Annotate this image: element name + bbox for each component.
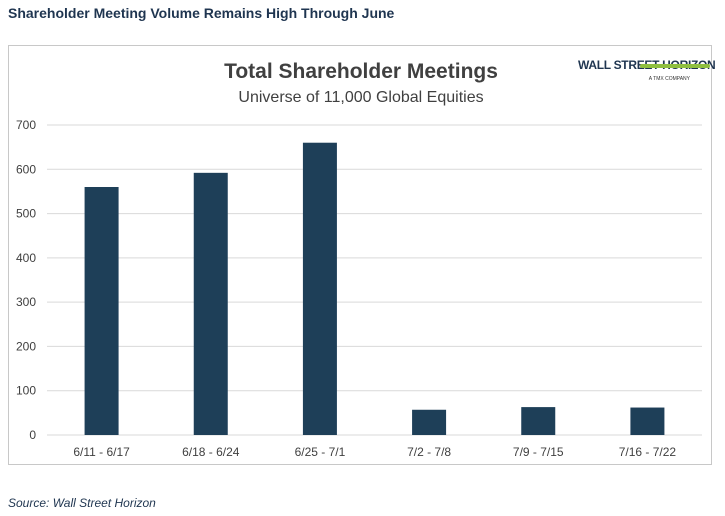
bar <box>521 407 556 435</box>
y-tick-label: 100 <box>16 384 36 398</box>
y-axis-ticks: 0 100 200 300 400 500 600 700 <box>16 118 36 442</box>
y-tick-label: 400 <box>16 251 36 265</box>
y-tick-label: 700 <box>16 118 36 132</box>
bars <box>84 142 665 436</box>
x-tick-label: 7/2 - 7/8 <box>407 445 451 459</box>
x-tick-label: 6/18 - 6/24 <box>182 445 240 459</box>
logo-swoosh <box>640 64 710 68</box>
gridlines <box>47 124 702 436</box>
y-tick-label: 0 <box>29 428 36 442</box>
x-tick-label: 7/16 - 7/22 <box>619 445 677 459</box>
x-axis-ticks: 6/11 - 6/17 6/18 - 6/24 6/25 - 7/1 7/2 - 7/… <box>73 445 676 459</box>
x-tick-label: 6/11 - 6/17 <box>73 445 130 459</box>
y-tick-label: 300 <box>16 295 36 309</box>
x-tick-label: 7/9 - 7/15 <box>513 445 564 459</box>
chart-subtitle: Universe of 11,000 Global Equities <box>238 89 484 106</box>
page-heading: Shareholder Meeting Volume Remains High … <box>8 5 395 21</box>
source-note: Source: Wall Street Horizon <box>8 496 156 510</box>
wall-street-horizon-logo: WALL STREET HORIZON A TMX COMPANY <box>578 58 716 90</box>
logo-subtext: A TMX COMPANY <box>648 76 690 82</box>
bar <box>193 172 228 436</box>
x-tick-label: 6/25 - 7/1 <box>295 445 346 459</box>
y-tick-label: 200 <box>16 339 36 353</box>
bar <box>84 187 119 435</box>
chart-frame <box>8 45 712 465</box>
bar <box>630 407 665 435</box>
y-tick-label: 500 <box>16 207 36 221</box>
y-tick-label: 600 <box>16 162 36 176</box>
bar <box>302 142 337 435</box>
bar <box>412 409 447 435</box>
chart-title: Total Shareholder Meetings <box>224 60 498 83</box>
